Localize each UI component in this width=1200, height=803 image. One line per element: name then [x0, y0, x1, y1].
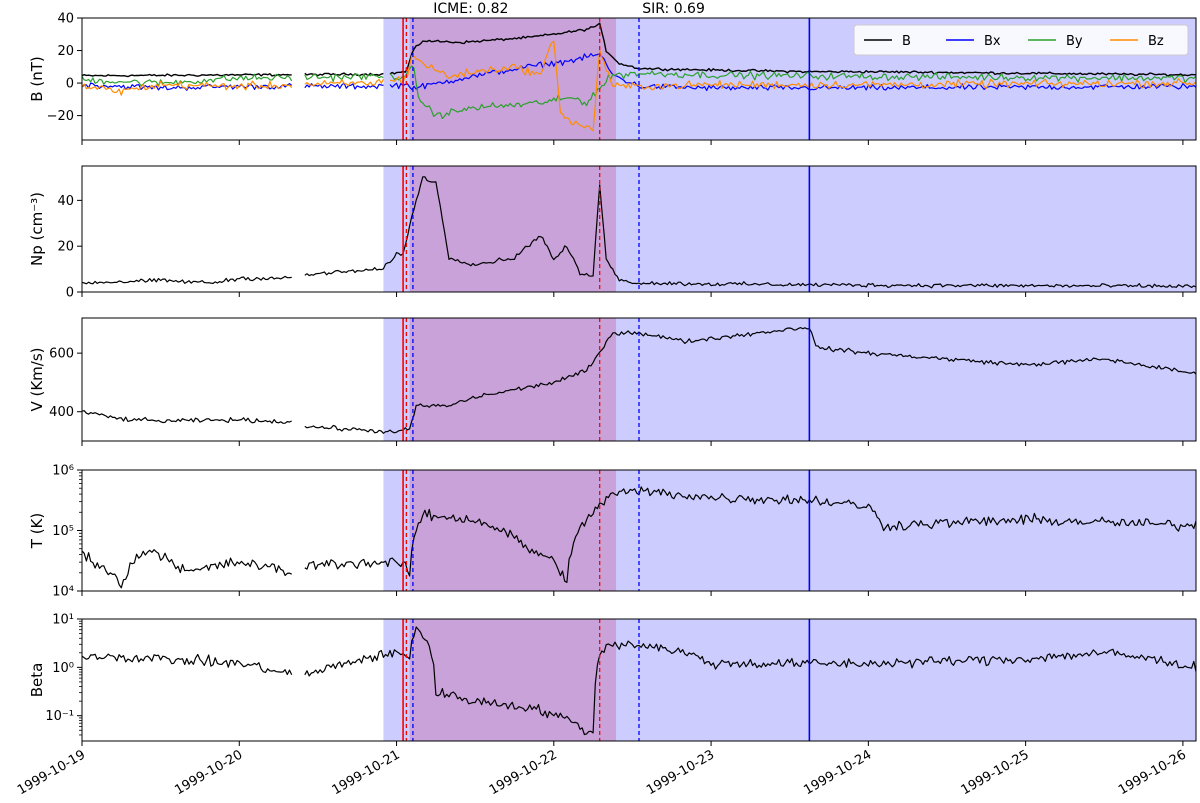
x-tick-label: 1999-10-22 [487, 747, 560, 798]
y-tick-label: 10⁰ [52, 661, 74, 676]
region-icme [409, 166, 617, 292]
region-label-icme: ICME: 0.82 [433, 1, 508, 17]
y-tick-label: 40 [57, 12, 74, 27]
x-tick-label: 1999-10-20 [172, 747, 245, 798]
y-axis-label: Np (cm⁻³) [28, 192, 46, 266]
series-v [82, 327, 1196, 434]
y-tick-label: 10¹ [52, 613, 74, 628]
y-tick-label: 10⁴ [52, 585, 74, 600]
y-tick-label: 40 [57, 194, 74, 209]
series-t [82, 486, 1196, 589]
panels: −20 0 20 40 B (nT) B Bx By Bz 0 20 40 Np (cm⁻³) 400 60… [28, 12, 1197, 746]
x-tick-label: 1999-10-23 [644, 747, 717, 798]
panel-0: −20 0 20 40 B (nT) B Bx By Bz [28, 12, 1197, 145]
region-label-sir: SIR: 0.69 [642, 1, 705, 17]
panel-frame [81, 165, 1197, 293]
x-tick-label: 1999-10-25 [959, 747, 1032, 798]
series-bz [82, 40, 1196, 132]
series-np [82, 176, 1196, 289]
y-tick-label: 10⁶ [52, 464, 74, 479]
region-icme [409, 18, 617, 140]
region-icme [409, 619, 617, 741]
series-beta [82, 626, 1196, 736]
x-tick-label: 1999-10-21 [330, 747, 403, 798]
region-labels: SIR: 0.69 ICME: 0.82 [433, 1, 705, 17]
legend-label-bz: Bz [1148, 34, 1164, 49]
panel-frame [81, 618, 1197, 742]
legend-label-by: By [1066, 34, 1083, 49]
y-tick-label: 10⁵ [52, 524, 74, 539]
x-tick-label: 1999-10-24 [801, 747, 874, 798]
panel-3: 10⁴ 10⁵ 10⁶ T (K) [28, 464, 1197, 600]
y-tick-label: 10⁻¹ [45, 709, 74, 724]
panel-frame [81, 317, 1197, 442]
legend-label-b: B [902, 34, 911, 49]
y-axis-label: Beta [28, 663, 46, 698]
y-tick-label: 0 [66, 286, 74, 301]
series-b [82, 22, 1196, 78]
panel-1: 0 20 40 Np (cm⁻³) [28, 165, 1197, 301]
panel-4: 10⁻¹ 10⁰ 10¹ Beta [28, 613, 1197, 746]
y-tick-label: 0 [66, 77, 74, 92]
legend-label-bx: Bx [984, 34, 1001, 49]
y-axis-label: B (nT) [28, 56, 46, 101]
legend-box [853, 24, 1189, 56]
y-tick-label: 600 [49, 347, 74, 362]
y-tick-label: −20 [47, 109, 74, 124]
y-axis-label: V (Km/s) [28, 347, 46, 411]
panel-frame [81, 17, 1197, 141]
x-tick-label: 1999-10-26 [1116, 747, 1189, 798]
region-icme [409, 318, 617, 441]
x-tick-label: 1999-10-19 [15, 747, 88, 798]
legend: B Bx By Bz [853, 24, 1189, 56]
y-axis-label: T (K) [28, 513, 46, 549]
y-tick-label: 20 [57, 44, 74, 59]
y-tick-label: 20 [57, 240, 74, 255]
y-tick-label: 400 [49, 405, 74, 420]
x-axis: 1999-10-19 1999-10-20 1999-10-21 1999-10-22… [15, 747, 1189, 798]
region-icme [409, 470, 617, 591]
series-by [82, 65, 1196, 120]
